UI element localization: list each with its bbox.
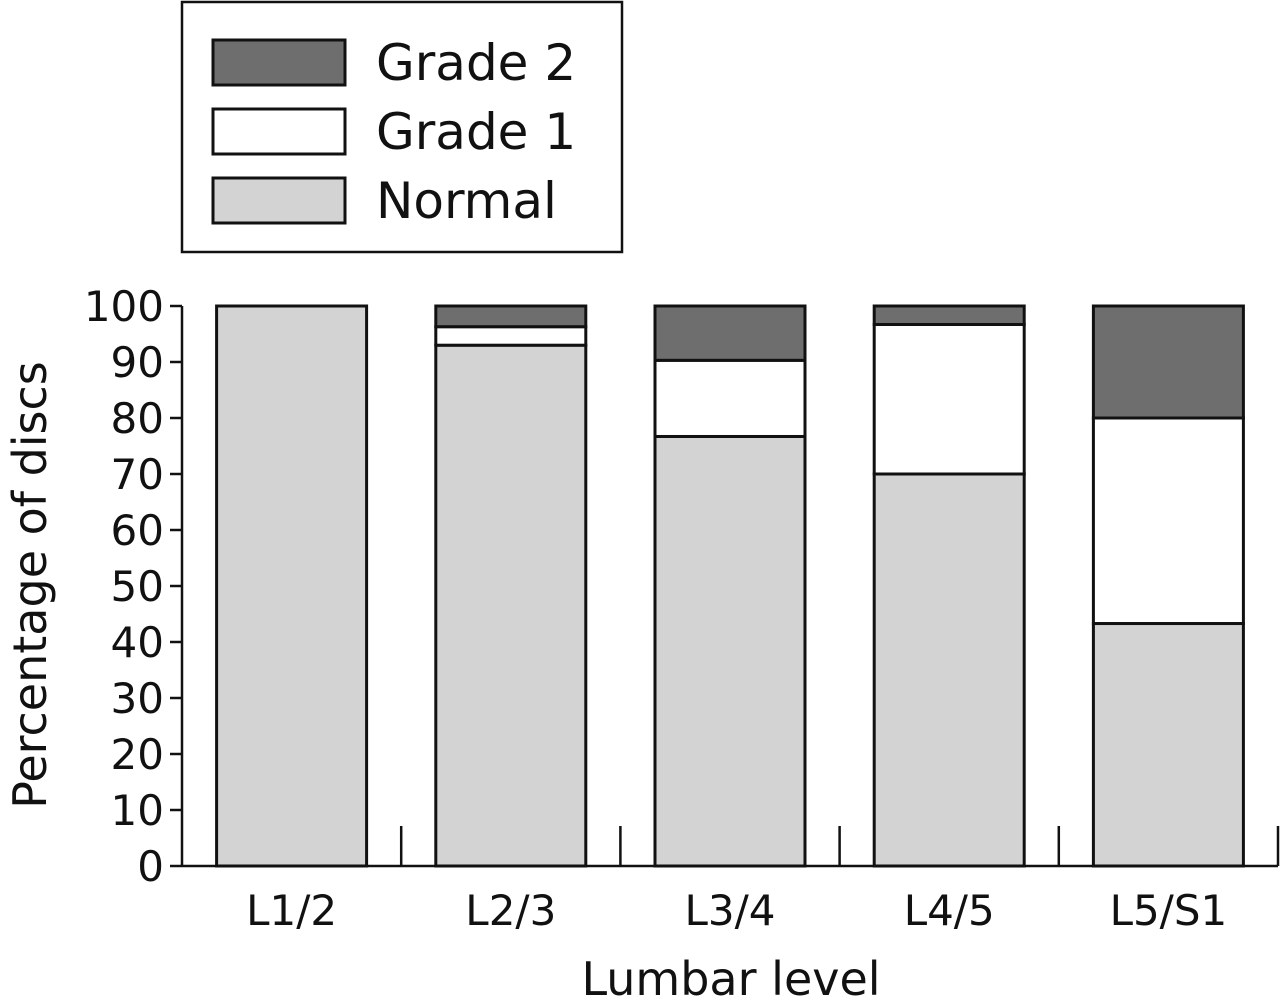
legend-swatch-grade-1	[211, 107, 347, 156]
y-tick-label: 100	[84, 282, 164, 331]
y-tick-label: 90	[111, 338, 164, 387]
x-tick-label: L3/4	[685, 886, 776, 935]
bar-l5-s1-grade-2	[1091, 304, 1245, 420]
legend: Grade 2 Grade 1 Normal	[180, 0, 624, 254]
y-tick-label: 20	[111, 730, 164, 779]
y-tick-label: 60	[111, 506, 164, 555]
y-axis-title: Percentage of discs	[3, 361, 57, 809]
y-tick-label: 40	[111, 618, 164, 667]
bar-l2-3-grade-2	[434, 304, 588, 329]
labels: 0 10 20 30 40 50 60 70 80 90 100 L1/2 L2/3 L3/4 L4/5 L5…	[84, 282, 1227, 935]
x-tick-label: L1/2	[246, 886, 337, 935]
bar-l2-3-normal	[434, 343, 588, 868]
bar-l1-2-normal	[215, 304, 369, 868]
legend-label-normal: Normal	[376, 172, 557, 230]
x-tick-label: L4/5	[904, 886, 995, 935]
bar-l3-4-grade-1	[653, 358, 807, 438]
y-tick-label: 80	[111, 394, 164, 443]
legend-label-grade-2: Grade 2	[376, 34, 576, 92]
bar-l3-4-grade-2	[653, 304, 807, 362]
y-tick-label: 30	[111, 674, 164, 723]
y-tick-label: 0	[137, 842, 164, 891]
legend-swatch-grade-2	[211, 38, 347, 87]
y-tick-label: 10	[111, 786, 164, 835]
y-tick-label: 70	[111, 450, 164, 499]
bar-l5-s1-normal	[1091, 622, 1245, 868]
bar-l5-s1-grade-1	[1091, 416, 1245, 626]
bar-l4-5-grade-2	[872, 304, 1026, 326]
bar-l4-5-normal	[872, 472, 1026, 868]
x-tick-label: L2/3	[465, 886, 556, 935]
bar-l2-3-grade-1	[434, 325, 588, 347]
legend-label-grade-1: Grade 1	[376, 103, 576, 161]
x-tick-label: L5/S1	[1110, 886, 1228, 935]
bars	[215, 304, 1245, 868]
y-tick-label: 50	[111, 562, 164, 611]
legend-swatch-normal	[211, 176, 347, 225]
x-axis-title: Lumbar level	[581, 952, 880, 1006]
bar-l3-4-normal	[653, 434, 807, 868]
bar-l4-5-grade-1	[872, 322, 1026, 476]
